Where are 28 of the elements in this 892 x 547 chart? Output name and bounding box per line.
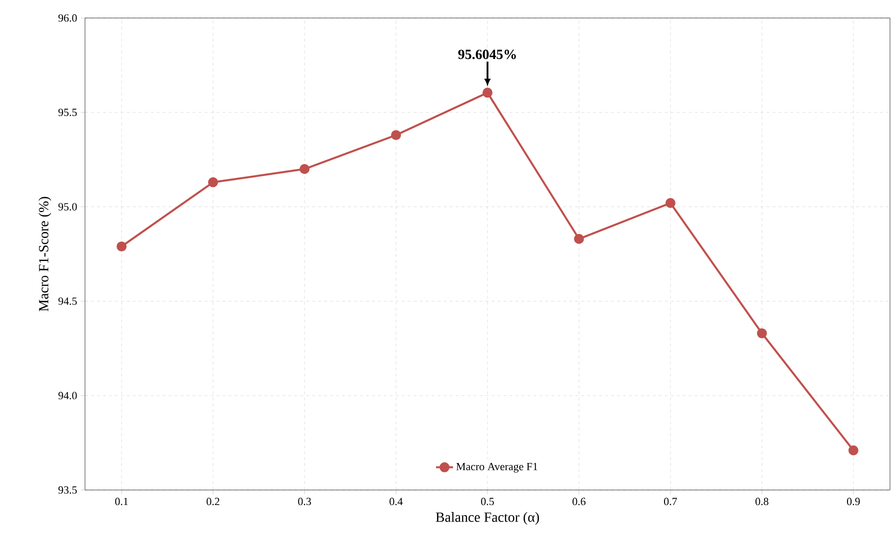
x-tick-label: 0.4	[390, 498, 403, 506]
point	[482, 88, 492, 98]
x-tick-label: 0.1	[115, 498, 128, 506]
legend-label: Macro Average F1	[456, 462, 538, 473]
x-tick-label: 0.6	[572, 498, 586, 506]
x-tick-label: 0.9	[846, 498, 860, 506]
annotation: 95.6045%	[458, 50, 516, 60]
point	[391, 130, 402, 140]
point	[756, 328, 767, 338]
point	[116, 241, 127, 252]
x-tick-label: 0.3	[298, 498, 311, 506]
point	[208, 177, 218, 188]
y-tick-label: 94.0	[58, 392, 77, 400]
x-tick-label: 0.7	[664, 498, 677, 506]
point	[574, 234, 584, 244]
x-tick-label: 0.2	[206, 498, 220, 506]
y-axis-title: Macro F1-Score (%)	[38, 196, 52, 312]
y-tick-label: 95.5	[58, 108, 77, 116]
point	[848, 445, 858, 456]
x-tick-label: 0.8	[756, 498, 768, 506]
point	[300, 164, 310, 174]
y-tick-label: 96.0	[58, 14, 77, 22]
point	[665, 198, 676, 208]
x-tick-label: 0.5	[481, 498, 494, 506]
y-tick-label: 93.5	[58, 486, 77, 494]
y-tick-label: 95.0	[58, 203, 77, 211]
y-tick-label: 94.5	[58, 298, 77, 305]
x-axis-title: Balance Factor (α)	[436, 512, 539, 525]
